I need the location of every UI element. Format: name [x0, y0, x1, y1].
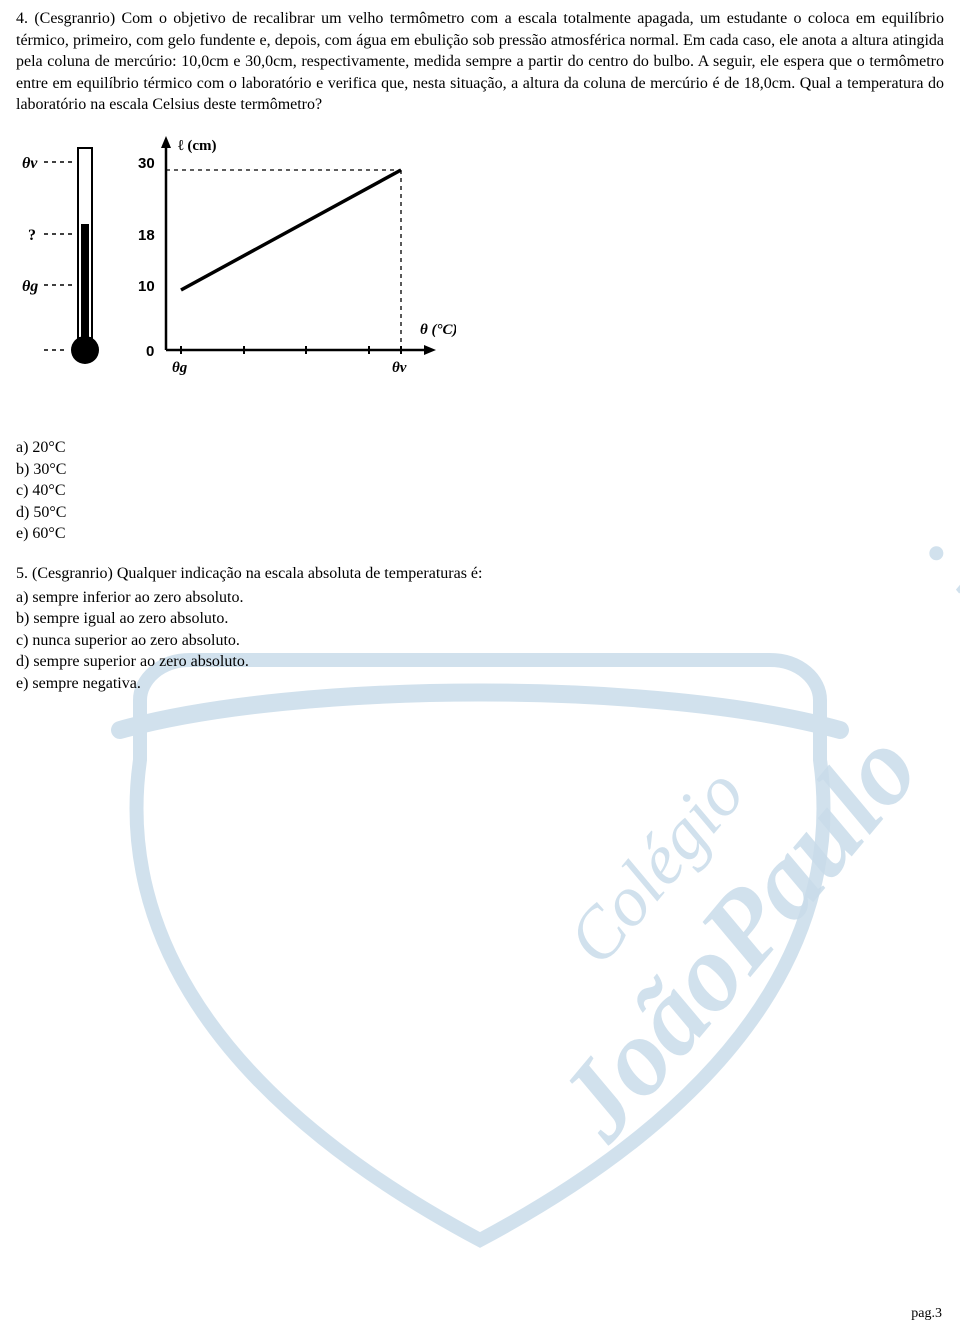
ytick-18: 18: [138, 227, 155, 244]
svg-text:Colégio: Colégio: [552, 753, 760, 979]
q4-figure: θv ? θg ℓ (cm) θ (°C) 30 18 10 0: [16, 134, 944, 409]
x-axis-label: θ (°C): [420, 322, 456, 338]
ytick-10: 10: [138, 278, 155, 295]
ytick-0: 0: [146, 343, 154, 360]
thermometer-graph: θv ? θg ℓ (cm) θ (°C) 30 18 10 0: [16, 134, 456, 404]
svg-text:JoãoPaulo: JoãoPaulo: [533, 708, 941, 1162]
q5-option-b: b) sempre igual ao zero absoluto.: [16, 608, 944, 630]
xtick-v: θv: [392, 360, 407, 376]
q5-option-e: e) sempre negativa.: [16, 673, 944, 695]
thermometer-icon: [71, 148, 99, 364]
q4-options: a) 20°C b) 30°C c) 40°C d) 50°C e) 60°C: [16, 437, 944, 545]
thermo-label-mid: ?: [28, 227, 36, 244]
q4-option-b: b) 30°C: [16, 459, 944, 481]
q4-option-d: d) 50°C: [16, 502, 944, 524]
q5-option-d: d) sempre superior ao zero absoluto.: [16, 651, 944, 673]
ytick-30: 30: [138, 155, 155, 172]
q4-option-e: e) 60°C: [16, 523, 944, 545]
y-axis-label: ℓ (cm): [178, 138, 217, 154]
q5-options: a) sempre inferior ao zero absoluto. b) …: [16, 587, 944, 695]
q5-text: 5. (Cesgranrio) Qualquer indicação na es…: [16, 563, 944, 585]
calibration-line: [181, 170, 401, 290]
q4-text: 4. (Cesgranrio) Com o objetivo de recali…: [16, 8, 944, 116]
plot-axes: [161, 136, 436, 355]
q5-option-c: c) nunca superior ao zero absoluto.: [16, 630, 944, 652]
page-number: pag.3: [911, 1306, 942, 1322]
xtick-g: θg: [172, 360, 188, 376]
thermo-label-low: θg: [22, 278, 38, 295]
q4-option-c: c) 40°C: [16, 480, 944, 502]
q4-option-a: a) 20°C: [16, 437, 944, 459]
q5-option-a: a) sempre inferior ao zero absoluto.: [16, 587, 944, 609]
thermo-label-top: θv: [22, 155, 38, 172]
